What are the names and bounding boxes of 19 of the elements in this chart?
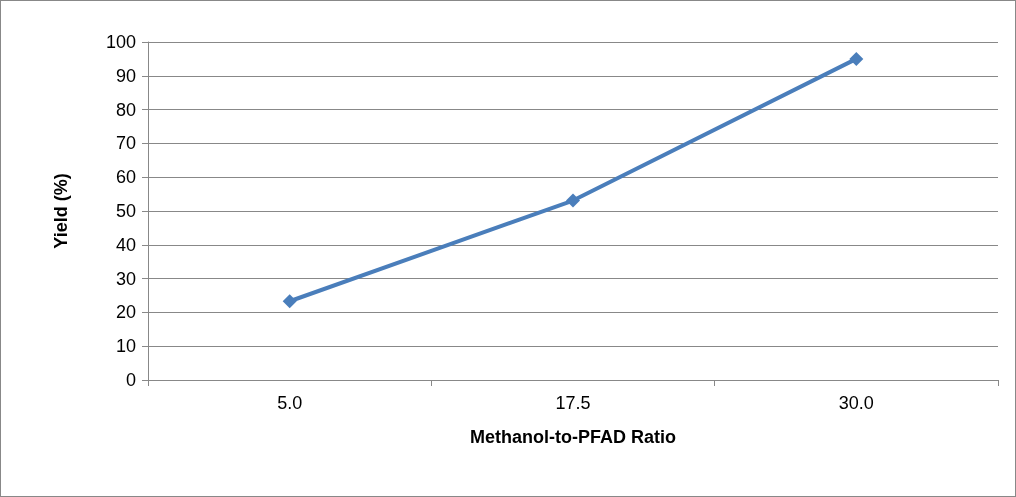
point: [849, 51, 864, 66]
y-tick-label: 90: [115, 65, 136, 86]
y-tick-label: 30: [115, 268, 136, 289]
y-tick-label: 70: [115, 133, 136, 154]
point: [282, 294, 297, 309]
y-tick-label: 0: [125, 370, 136, 390]
y-tick-label: 20: [115, 302, 136, 323]
x-tick-label: 17.5: [555, 393, 591, 413]
y-tick-label: 60: [115, 167, 136, 188]
x-tick-label: 5.0: [277, 393, 303, 413]
y-tick-label: 50: [115, 201, 136, 221]
y-tick-label: 40: [115, 234, 136, 255]
y-axis-title: Yield (%): [51, 173, 71, 249]
y-tick-label: 100: [105, 32, 136, 52]
y-tick-label: 10: [115, 336, 136, 357]
y-tick-label: 80: [115, 99, 136, 120]
point: [566, 193, 580, 208]
x-axis-title: Methanol-to-PFAD Ratio: [470, 427, 676, 447]
x-tick-label: 30.0: [838, 393, 874, 413]
